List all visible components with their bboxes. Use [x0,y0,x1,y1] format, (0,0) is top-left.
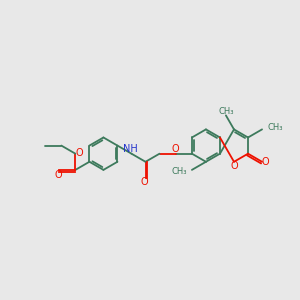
Text: NH: NH [123,144,137,154]
Text: O: O [172,144,179,154]
Text: O: O [141,177,148,187]
Text: CH₃: CH₃ [218,107,234,116]
Text: O: O [230,161,238,171]
Text: CH₃: CH₃ [267,123,283,132]
Text: O: O [262,157,269,167]
Text: CH₃: CH₃ [171,167,187,176]
Text: O: O [55,169,62,180]
Text: O: O [76,148,83,158]
